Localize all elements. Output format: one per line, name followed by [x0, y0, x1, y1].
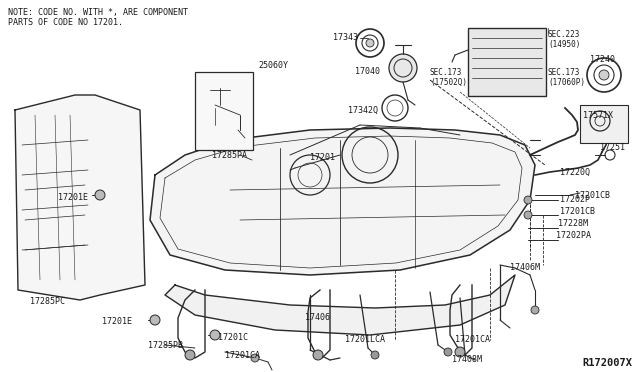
Text: 17202PA: 17202PA	[556, 231, 591, 241]
Circle shape	[524, 196, 532, 204]
Circle shape	[371, 351, 379, 359]
Text: 17342Q: 17342Q	[348, 106, 378, 115]
Circle shape	[389, 54, 417, 82]
Text: 17201LCA: 17201LCA	[345, 336, 385, 344]
Text: 17040: 17040	[355, 67, 380, 77]
Text: (14950): (14950)	[548, 40, 580, 49]
Text: 17201CB: 17201CB	[575, 190, 610, 199]
Bar	[468, 28, 546, 96]
Circle shape	[210, 330, 220, 340]
Text: (17502Q): (17502Q)	[430, 78, 467, 87]
Text: 17201E: 17201E	[58, 193, 88, 202]
Circle shape	[185, 350, 195, 360]
Text: 17343: 17343	[333, 32, 358, 42]
Text: 17406M: 17406M	[510, 263, 540, 273]
Text: SEC.223: SEC.223	[548, 30, 580, 39]
Text: R172007X: R172007X	[582, 358, 632, 368]
Text: 17285PB: 17285PB	[148, 340, 183, 350]
Text: 17285PA: 17285PA	[212, 151, 247, 160]
Polygon shape	[165, 275, 515, 335]
Circle shape	[455, 347, 465, 357]
Text: 17406: 17406	[305, 314, 330, 323]
Circle shape	[444, 348, 452, 356]
Text: 17201CA: 17201CA	[455, 336, 490, 344]
Text: 17228M: 17228M	[558, 219, 588, 228]
Text: 17201: 17201	[310, 154, 335, 163]
Circle shape	[150, 315, 160, 325]
Circle shape	[524, 211, 532, 219]
Polygon shape	[150, 128, 535, 275]
Text: SEC.173: SEC.173	[548, 68, 580, 77]
Text: 17240: 17240	[590, 55, 615, 64]
Circle shape	[366, 39, 374, 47]
Text: 17571X: 17571X	[583, 110, 613, 119]
Circle shape	[531, 306, 539, 314]
Text: 25060Y: 25060Y	[258, 61, 288, 70]
Circle shape	[251, 354, 259, 362]
Circle shape	[599, 70, 609, 80]
Text: NOTE: CODE NO. WITH *, ARE COMPONENT
PARTS OF CODE NO 17201.: NOTE: CODE NO. WITH *, ARE COMPONENT PAR…	[8, 8, 188, 28]
Text: 17201CB: 17201CB	[560, 208, 595, 217]
Bar	[580, 105, 628, 143]
Text: 17201E: 17201E	[102, 317, 132, 327]
Text: 17408M: 17408M	[452, 356, 482, 365]
Circle shape	[313, 350, 323, 360]
Text: 17220Q: 17220Q	[560, 167, 590, 176]
Polygon shape	[15, 95, 145, 300]
Bar	[195, 72, 253, 150]
Text: SEC.173: SEC.173	[430, 68, 462, 77]
Text: (17060P): (17060P)	[548, 78, 585, 87]
Text: 17201C: 17201C	[218, 334, 248, 343]
Text: 17251: 17251	[600, 144, 625, 153]
Text: 17285PC: 17285PC	[30, 298, 65, 307]
Text: 17202P: 17202P	[560, 196, 590, 205]
Text: 17201CA: 17201CA	[225, 352, 260, 360]
Circle shape	[95, 190, 105, 200]
